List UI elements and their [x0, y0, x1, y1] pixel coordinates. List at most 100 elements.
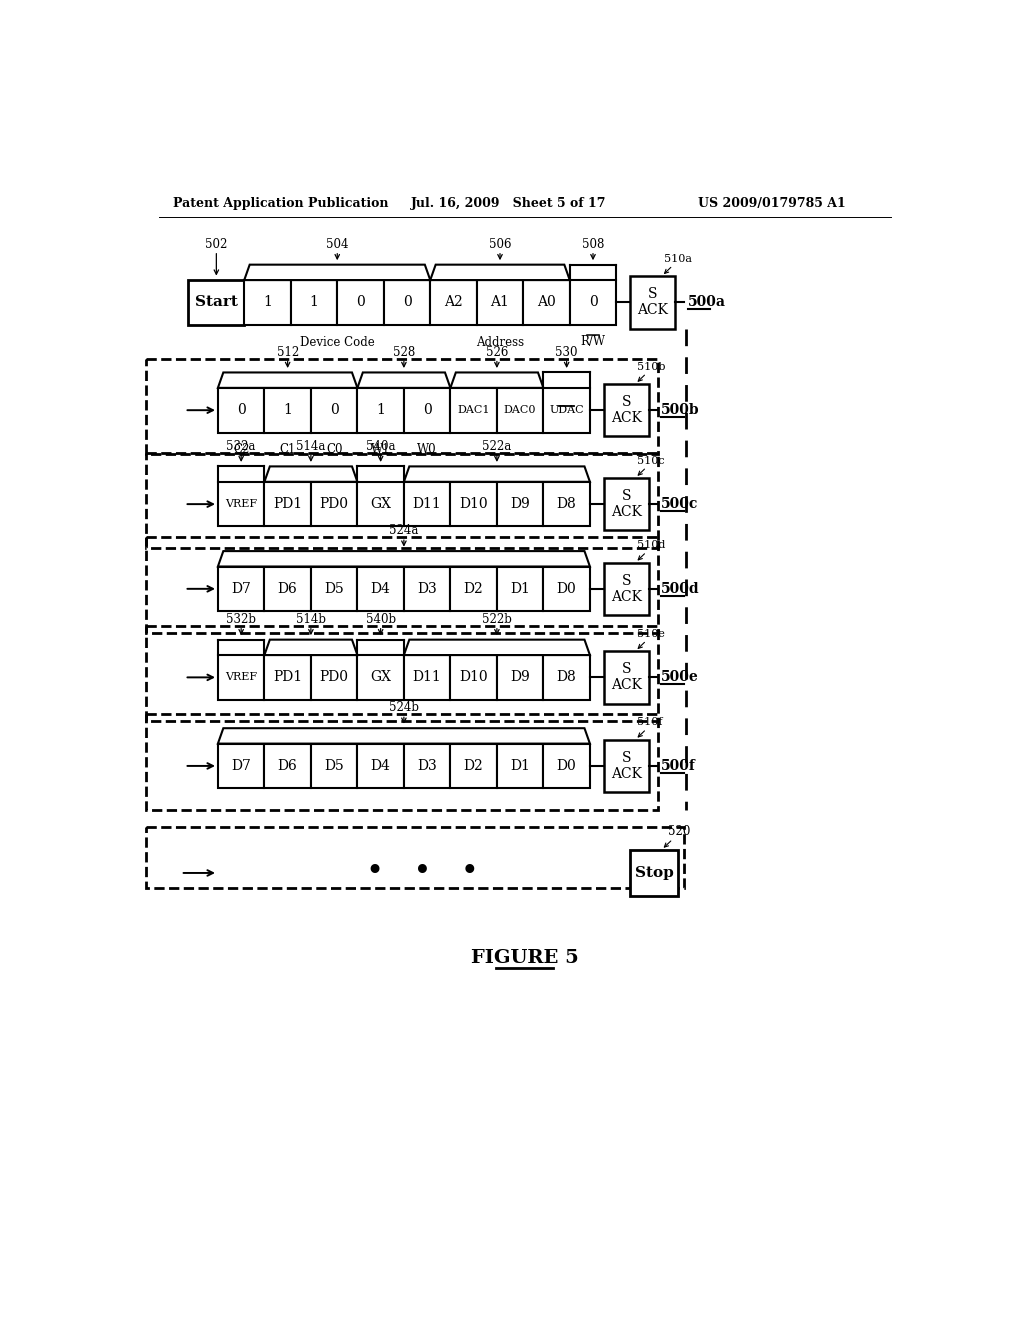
Text: UDAC: UDAC	[549, 405, 584, 416]
Text: 512: 512	[276, 346, 299, 359]
Bar	[451, 566, 497, 611]
Bar	[264, 566, 311, 611]
Polygon shape	[403, 640, 590, 655]
Bar	[218, 655, 264, 700]
Text: 522b: 522b	[482, 612, 512, 626]
Polygon shape	[264, 640, 357, 655]
Text: D4: D4	[371, 582, 390, 595]
Bar	[311, 388, 357, 433]
Polygon shape	[218, 729, 590, 743]
Text: D11: D11	[413, 498, 441, 511]
Bar	[311, 743, 357, 788]
Text: 508: 508	[582, 238, 604, 251]
Text: S
ACK: S ACK	[611, 751, 642, 781]
Text: D10: D10	[460, 498, 488, 511]
Text: S
ACK: S ACK	[611, 395, 642, 425]
Text: 500e: 500e	[662, 671, 699, 684]
Text: D6: D6	[278, 582, 298, 595]
Bar	[145, 453, 658, 548]
Text: US 2009/0179785 A1: US 2009/0179785 A1	[698, 197, 846, 210]
Bar	[145, 626, 658, 721]
Bar	[311, 566, 357, 611]
Text: PD0: PD0	[319, 498, 348, 511]
Text: S
ACK: S ACK	[611, 488, 642, 519]
Text: 510a: 510a	[664, 253, 691, 264]
Bar	[337, 280, 384, 325]
Text: Patent Application Publication: Patent Application Publication	[173, 197, 388, 210]
Bar	[384, 280, 430, 325]
Bar	[544, 482, 590, 527]
Text: D8: D8	[557, 498, 577, 511]
Bar	[497, 655, 544, 700]
Bar	[264, 655, 311, 700]
Text: D10: D10	[460, 671, 488, 684]
Text: 540a: 540a	[366, 440, 395, 453]
Text: S
ACK: S ACK	[611, 574, 642, 605]
Text: 500f: 500f	[662, 759, 696, 774]
Bar	[218, 482, 264, 527]
Bar	[357, 743, 403, 788]
Bar	[544, 743, 590, 788]
Text: 1: 1	[376, 403, 385, 417]
Text: 0: 0	[402, 296, 412, 309]
Text: GX: GX	[370, 498, 391, 511]
Text: 500a: 500a	[687, 296, 726, 309]
Text: D5: D5	[325, 759, 344, 774]
Text: GX: GX	[370, 671, 391, 684]
Bar	[604, 562, 649, 615]
Bar	[403, 566, 451, 611]
Text: D0: D0	[557, 582, 577, 595]
Text: A0: A0	[538, 296, 556, 309]
Text: 524a: 524a	[389, 524, 419, 537]
Text: 1: 1	[309, 296, 318, 309]
Text: D3: D3	[417, 582, 437, 595]
Bar	[544, 388, 590, 433]
Text: Address: Address	[476, 335, 524, 348]
Bar	[264, 388, 311, 433]
Text: 1: 1	[263, 296, 272, 309]
Text: DAC0: DAC0	[504, 405, 537, 416]
Text: VREF: VREF	[225, 672, 257, 682]
Polygon shape	[357, 372, 451, 388]
Text: 0: 0	[356, 296, 365, 309]
Text: D1: D1	[510, 582, 530, 595]
Bar	[497, 482, 544, 527]
Text: 500b: 500b	[662, 403, 699, 417]
Text: 510d: 510d	[637, 540, 666, 550]
Text: 504: 504	[326, 238, 348, 251]
Bar	[523, 280, 569, 325]
Text: C0: C0	[326, 444, 342, 457]
Bar	[145, 714, 658, 810]
Text: 502: 502	[205, 238, 227, 251]
Text: 522a: 522a	[482, 440, 512, 453]
Text: 510e: 510e	[637, 628, 665, 639]
Bar	[403, 388, 451, 433]
Bar	[145, 359, 658, 454]
Text: 500c: 500c	[662, 498, 698, 511]
Text: D4: D4	[371, 759, 390, 774]
Text: W0: W0	[418, 444, 437, 457]
Bar	[311, 655, 357, 700]
Polygon shape	[218, 372, 357, 388]
Text: D2: D2	[464, 582, 483, 595]
Text: D7: D7	[231, 759, 251, 774]
Text: PD0: PD0	[319, 671, 348, 684]
Text: R/W: R/W	[581, 335, 605, 348]
Text: Start: Start	[195, 296, 238, 309]
Bar	[357, 482, 403, 527]
Text: 1: 1	[284, 403, 292, 417]
Text: VREF: VREF	[225, 499, 257, 510]
Text: 514a: 514a	[296, 440, 326, 453]
Text: D5: D5	[325, 582, 344, 595]
Text: D9: D9	[510, 498, 530, 511]
Text: 0: 0	[589, 296, 597, 309]
Text: FIGURE 5: FIGURE 5	[471, 949, 579, 966]
Text: 510f: 510f	[637, 718, 663, 727]
Bar	[604, 651, 649, 704]
Bar	[218, 566, 264, 611]
Text: S
ACK: S ACK	[637, 288, 669, 318]
Polygon shape	[218, 552, 590, 566]
Bar	[451, 655, 497, 700]
Text: A2: A2	[444, 296, 463, 309]
Text: 524b: 524b	[389, 701, 419, 714]
